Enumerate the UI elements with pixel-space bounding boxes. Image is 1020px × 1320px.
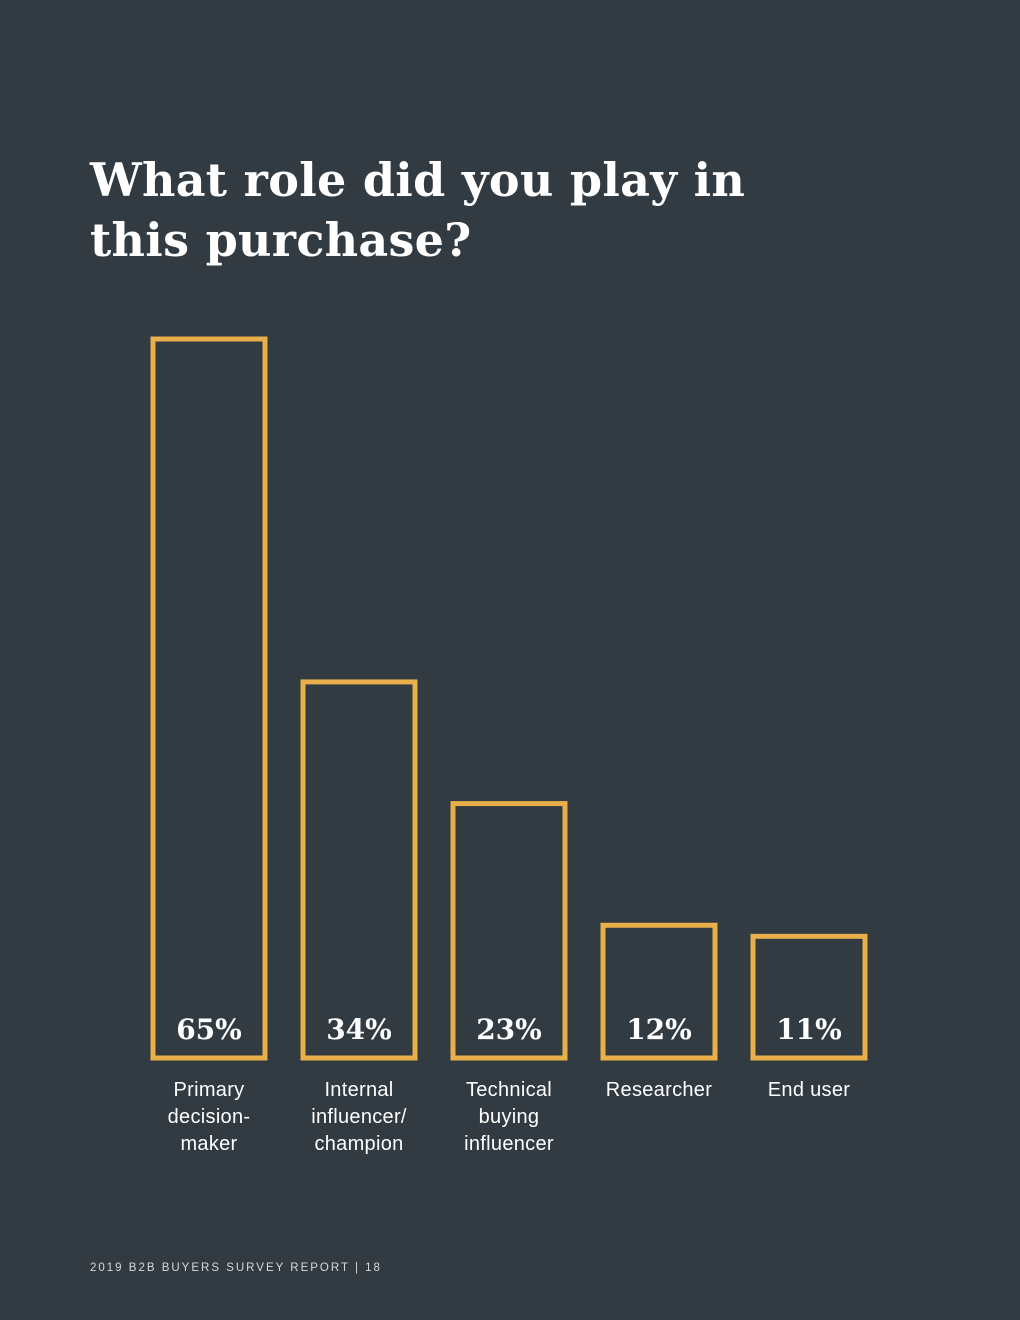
category-label-line: maker	[180, 1133, 237, 1155]
category-label-line: Researcher	[606, 1079, 712, 1101]
category-label-line: End user	[768, 1079, 850, 1101]
category-label-line: champion	[314, 1133, 403, 1155]
category-label-line: decision-	[168, 1106, 251, 1128]
bar-1	[300, 679, 418, 1061]
category-label-line: influencer/	[311, 1106, 407, 1128]
category-label: Researcher	[606, 1079, 712, 1101]
bar-3	[600, 922, 718, 1061]
category-label: Technical buying influencer	[464, 1079, 554, 1155]
bar-value-label: 65%	[176, 1013, 242, 1046]
bar-4	[750, 933, 868, 1061]
category-label-line: buying	[479, 1106, 540, 1128]
chart-title: What role did you play in this purchase?	[90, 153, 746, 267]
bar-value-label: 12%	[626, 1013, 692, 1046]
bar-0	[150, 336, 268, 1061]
category-label-line: Internal	[324, 1079, 393, 1101]
category-label-line: Technical	[466, 1079, 552, 1101]
bar-value-label: 23%	[476, 1013, 542, 1046]
bar-value-label: 34%	[326, 1013, 392, 1046]
category-label: Internal influencer/champion	[311, 1079, 407, 1155]
category-label-line: Primary	[174, 1079, 245, 1101]
category-label-line: influencer	[464, 1133, 554, 1155]
bar-2	[450, 801, 568, 1061]
page-footer: 2019 B2B BUYERS SURVEY REPORT | 18	[90, 1262, 382, 1274]
bar-value-label: 11%	[776, 1013, 842, 1046]
category-label: Primary decision-maker	[168, 1079, 251, 1155]
category-label: End user	[768, 1079, 850, 1101]
